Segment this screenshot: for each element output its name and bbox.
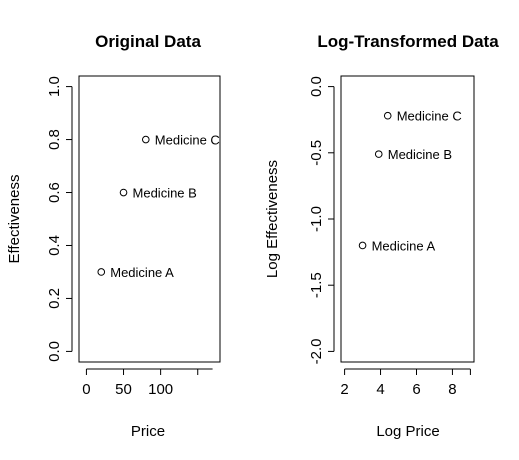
point-label: Medicine A xyxy=(110,265,174,280)
chart-title: Log-Transformed Data xyxy=(317,32,499,51)
panel-original-data: Original Data 0 50 100 0.0 0.2 0.4 0.6 0.8 1.0 Pri… xyxy=(6,32,221,440)
y-tick-label: 0.0 xyxy=(308,76,325,97)
y-tick-label: 0.0 xyxy=(46,341,63,362)
y-axis-label: Effectiveness xyxy=(6,175,23,264)
x-tick-label: 100 xyxy=(148,381,173,398)
y-tick-label: -2.0 xyxy=(308,338,325,364)
chart-title: Original Data xyxy=(95,32,201,51)
x-tick-label: 8 xyxy=(448,381,456,398)
data-point xyxy=(141,135,150,144)
y-tick-label: 0.4 xyxy=(46,235,63,256)
data-point xyxy=(383,111,392,120)
y-tick-label: -0.5 xyxy=(308,140,325,166)
plot-frame xyxy=(78,75,221,363)
x-tick-label: 2 xyxy=(340,381,348,398)
y-tick-label: -1.0 xyxy=(308,206,325,232)
data-point xyxy=(97,268,106,276)
x-tick-label: 4 xyxy=(376,381,384,398)
point-label: Medicine C xyxy=(397,109,462,124)
y-tick-label: 0.8 xyxy=(46,129,63,150)
y-tick-label: -1.5 xyxy=(308,272,325,298)
x-axis-label: Price xyxy=(131,423,165,440)
x-axis-label: Log Price xyxy=(376,423,439,440)
point-label: Medicine A xyxy=(372,238,436,253)
y-tick-label: 0.2 xyxy=(46,288,63,309)
point-label: Medicine B xyxy=(388,147,452,162)
point-label: Medicine B xyxy=(133,186,197,201)
x-tick-label: 0 xyxy=(82,381,90,398)
y-axis-label: Log Effectiveness xyxy=(264,160,281,278)
plot-frame xyxy=(340,75,475,363)
data-point xyxy=(119,188,128,197)
y-tick-label: 0.6 xyxy=(46,182,63,203)
panel-log-transformed-data: Log-Transformed Data 2 4 6 8 -2.0 -1.5 -1.0 -0.5… xyxy=(264,32,499,440)
x-tick-label: 50 xyxy=(115,381,132,398)
y-tick-label: 1.0 xyxy=(46,76,63,97)
data-point xyxy=(358,241,367,250)
point-label: Medicine C xyxy=(155,133,220,148)
x-tick-label: 6 xyxy=(412,381,420,398)
data-point xyxy=(374,150,383,158)
